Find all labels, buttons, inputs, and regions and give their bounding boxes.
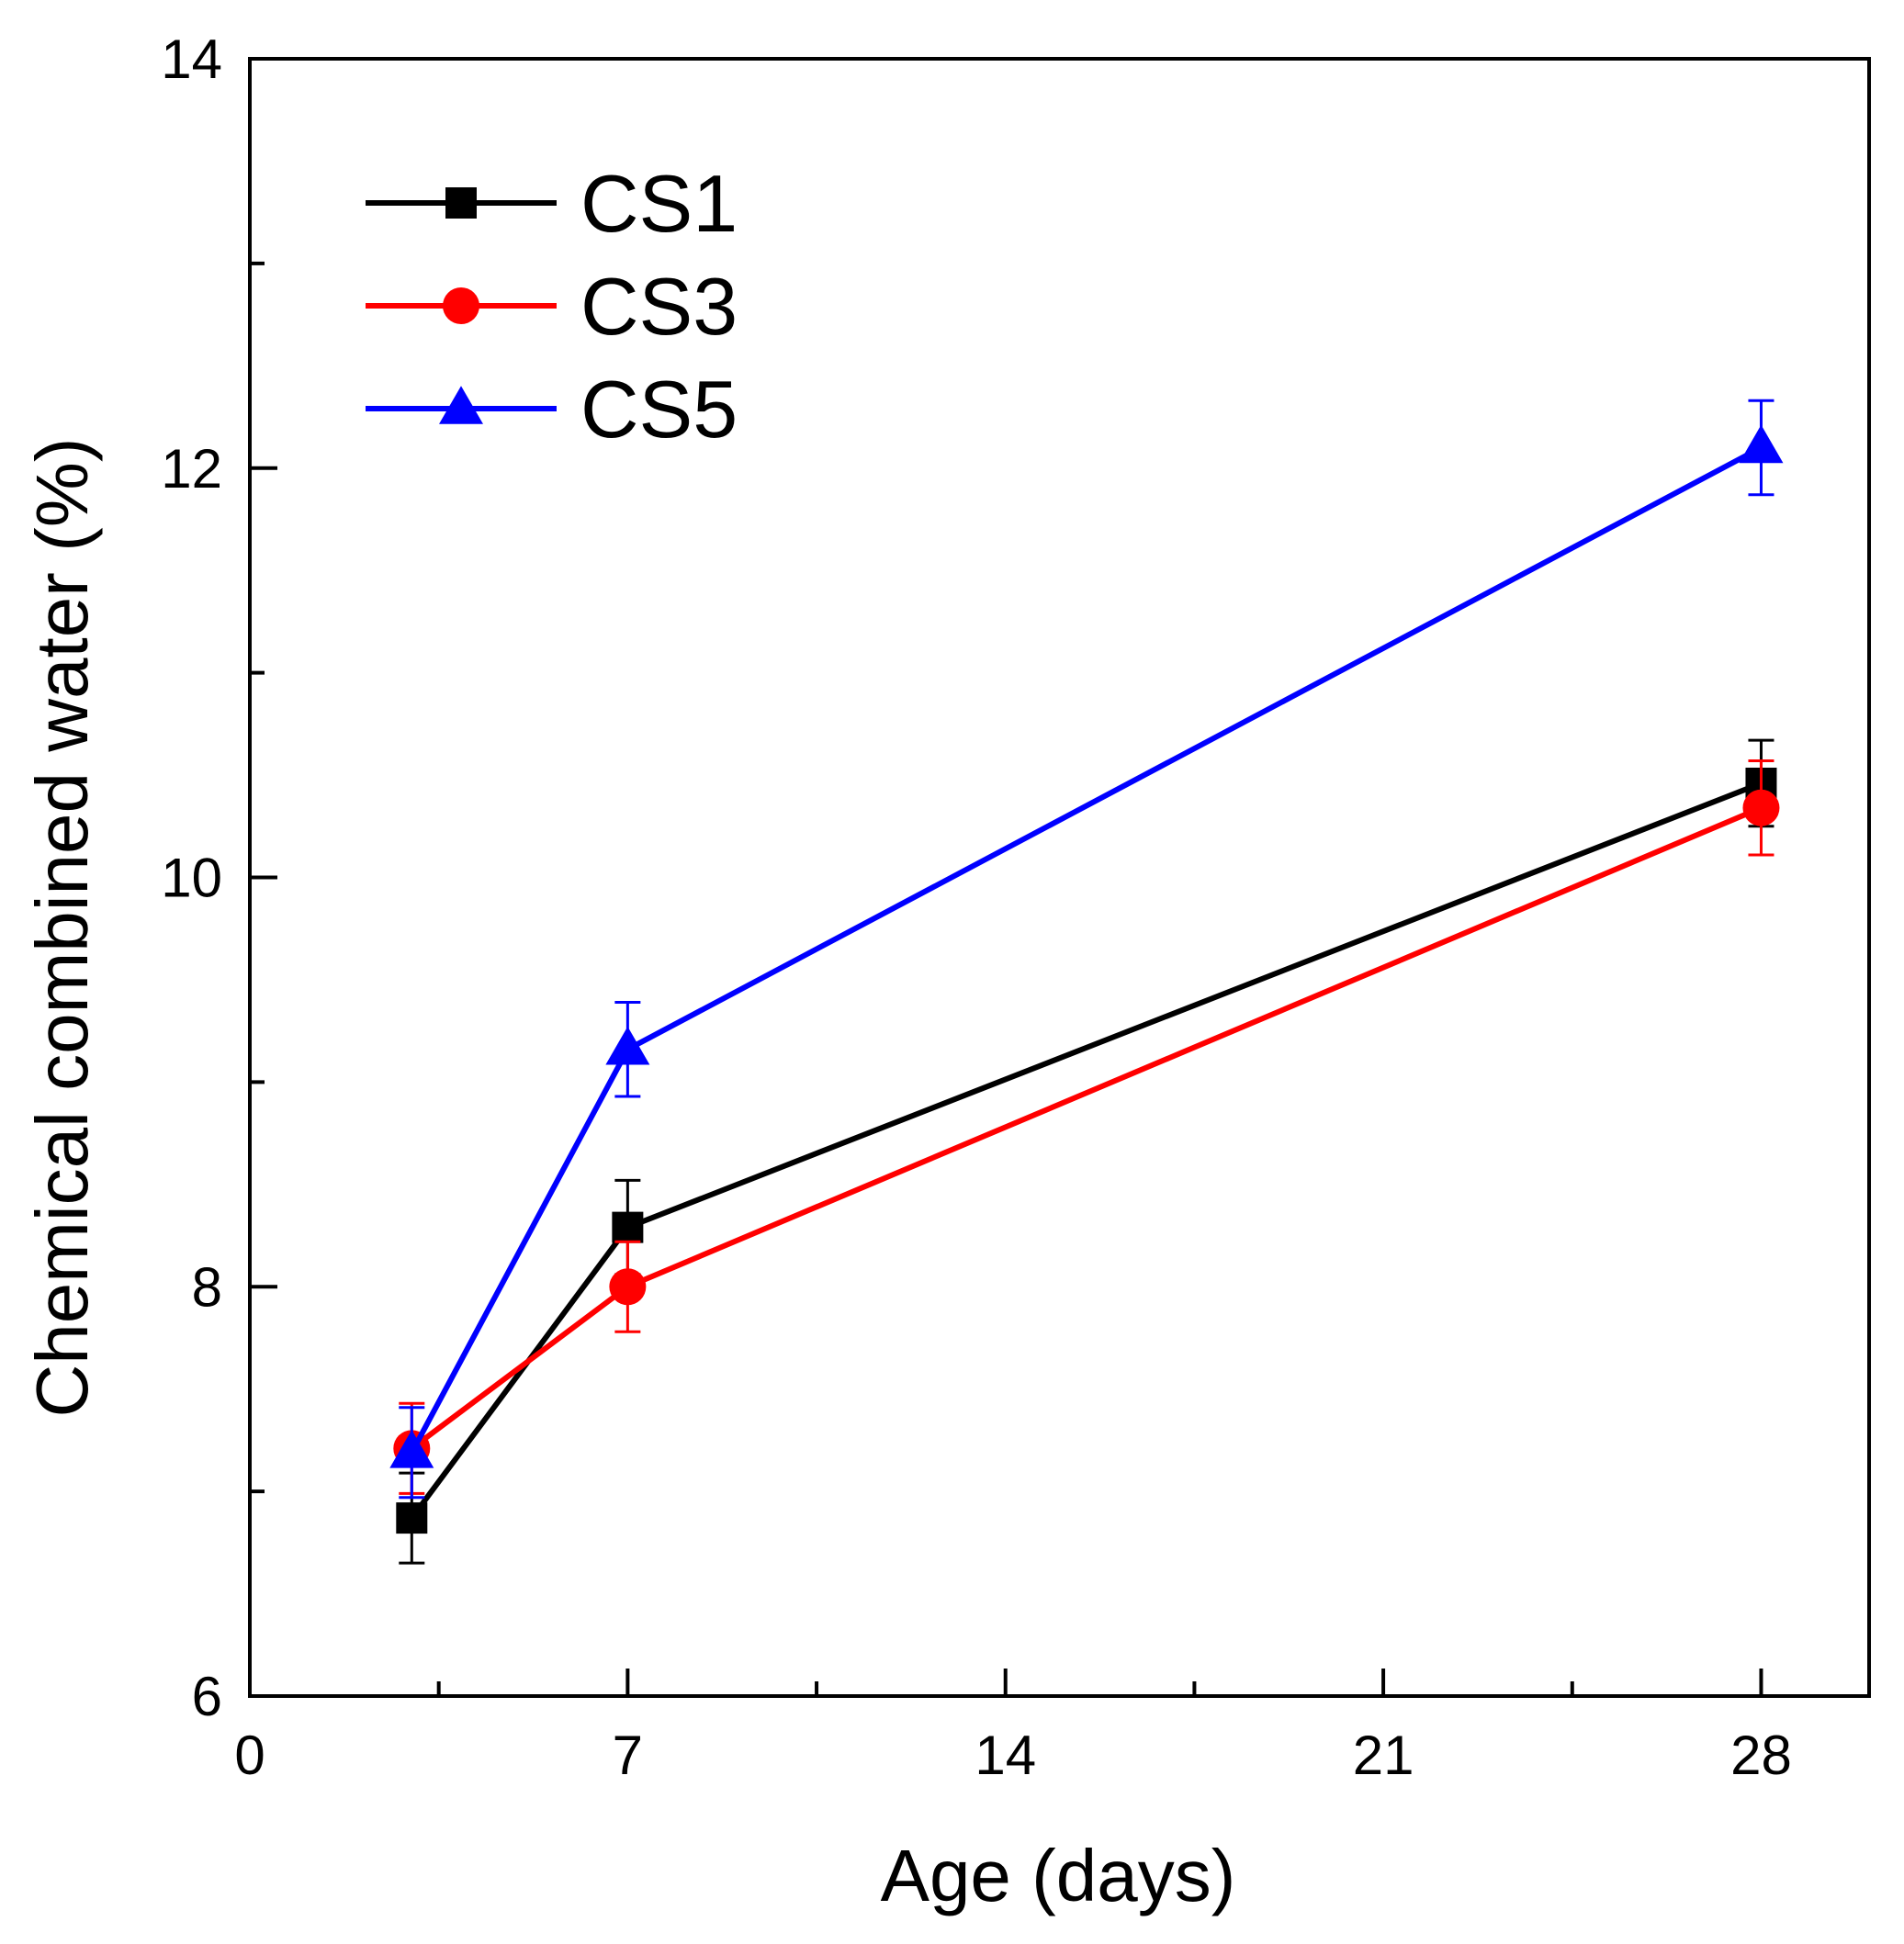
x-axis-title: Age (days) — [881, 1835, 1236, 1916]
data-point-cs5 — [389, 1429, 434, 1468]
data-point-cs1 — [396, 1502, 428, 1534]
x-tick-labels: 0 7 14 21 28 — [234, 1725, 1792, 1786]
series-cs5 — [389, 399, 1784, 1500]
y-tick-label: 10 — [161, 848, 222, 909]
legend: CS1 CS3 CS5 — [366, 158, 738, 455]
legend-marker-cs3 — [443, 287, 479, 324]
x-tick-label: 14 — [975, 1725, 1036, 1786]
y-tick-label: 12 — [161, 438, 222, 500]
y-tick-label: 6 — [192, 1666, 222, 1727]
data-point-cs3 — [609, 1268, 647, 1306]
x-tick-label: 21 — [1353, 1725, 1414, 1786]
data-point-cs5 — [605, 1026, 650, 1065]
legend-item-cs1: CS1 — [366, 158, 738, 249]
data-point-cs3 — [1742, 789, 1780, 826]
plot-frame — [248, 57, 1871, 1698]
y-tick-label: 8 — [192, 1256, 222, 1318]
x-tick-label: 7 — [613, 1725, 643, 1786]
x-tick-label: 28 — [1730, 1725, 1792, 1786]
data-point-cs1 — [612, 1211, 644, 1243]
legend-label-cs5: CS5 — [580, 364, 738, 455]
legend-item-cs5: CS5 — [366, 364, 738, 455]
legend-item-cs3: CS3 — [366, 261, 738, 352]
legend-marker-cs5 — [439, 386, 483, 424]
y-tick-labels: 6 8 10 12 14 — [161, 28, 222, 1727]
legend-label-cs1: CS1 — [580, 158, 738, 249]
legend-label-cs3: CS3 — [580, 261, 738, 352]
y-axis-title: Chemical combined water (%) — [21, 437, 103, 1417]
x-tick-label: 0 — [234, 1725, 265, 1786]
y-tick-label: 14 — [161, 28, 222, 90]
legend-marker-cs1 — [445, 187, 477, 219]
series-layer — [389, 399, 1784, 1565]
data-point-cs5 — [1739, 424, 1784, 464]
